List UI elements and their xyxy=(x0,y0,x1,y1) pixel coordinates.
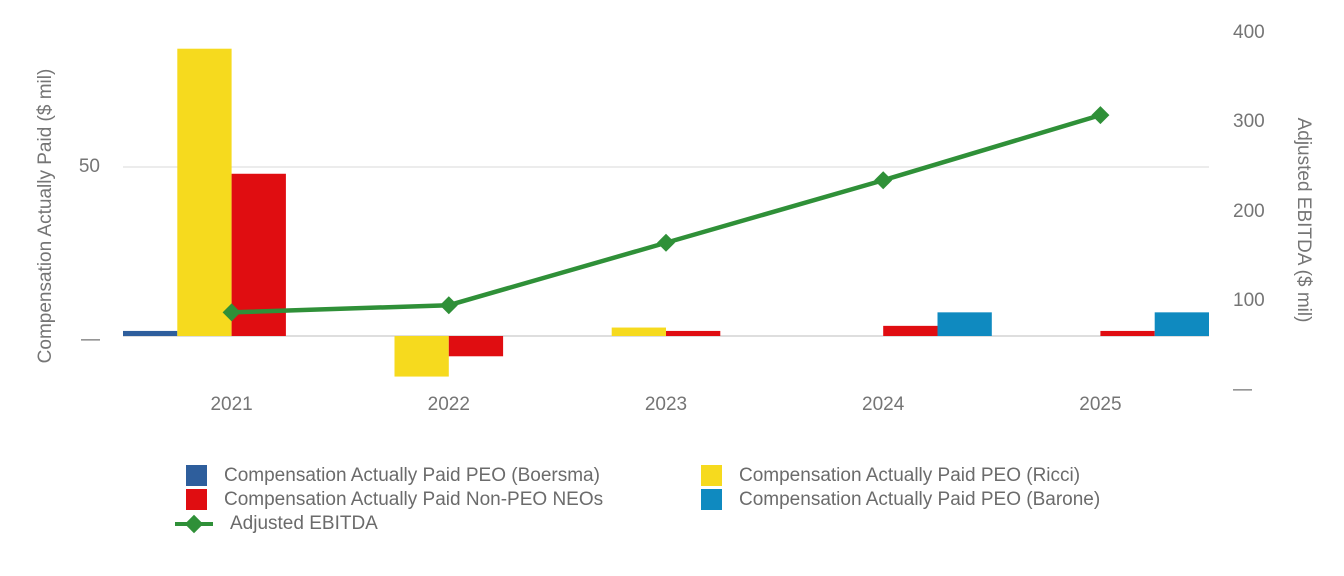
legend-square-swatch-icon xyxy=(701,489,722,510)
right-tick-200: 200 xyxy=(1233,200,1265,222)
bar-compensation-actually-paid-peo-barone--2024 xyxy=(937,312,992,336)
x-label-2023: 2023 xyxy=(644,394,688,415)
bar-compensation-actually-paid-peo-barone--2025 xyxy=(1154,312,1209,336)
legend-label: Compensation Actually Paid PEO (Barone) xyxy=(739,488,1101,510)
legend-label: Adjusted EBITDA xyxy=(230,512,378,534)
bar-compensation-actually-paid-peo-ricci--2023 xyxy=(611,327,666,336)
bar-compensation-actually-paid-peo-ricci--2021 xyxy=(177,48,232,336)
bar-compensation-actually-paid-peo-boersma--2021 xyxy=(123,330,178,336)
legend-item: Compensation Actually Paid Non-PEO NEOs xyxy=(186,489,603,510)
bar-compensation-actually-paid-non-peo-neos-2025 xyxy=(1100,330,1155,336)
right-tick-0: — xyxy=(1233,379,1252,400)
legend-item: Compensation Actually Paid PEO (Barone) xyxy=(701,489,1100,510)
legend-square-swatch-icon xyxy=(186,465,207,486)
left-tick-50: 50 xyxy=(78,156,100,177)
legend-item: Compensation Actually Paid PEO (Boersma) xyxy=(186,465,600,486)
legend-label: Compensation Actually Paid Non-PEO NEOs xyxy=(224,488,604,510)
legend-square-swatch-icon xyxy=(186,489,207,510)
bar-compensation-actually-paid-non-peo-neos-2023 xyxy=(666,330,721,336)
point-diamond-icon-2023 xyxy=(657,233,675,252)
right-tick-100: 100 xyxy=(1233,289,1265,311)
legend-item: Compensation Actually Paid PEO (Ricci) xyxy=(701,465,1080,486)
legend-label: Compensation Actually Paid PEO (Ricci) xyxy=(739,464,1081,486)
point-diamond-icon-2025 xyxy=(1091,106,1110,125)
bar-compensation-actually-paid-non-peo-neos-2022 xyxy=(448,336,504,357)
point-diamond-icon-2021 xyxy=(222,303,241,322)
x-label-2022: 2022 xyxy=(427,394,470,415)
legend-item: Adjusted EBITDA xyxy=(175,512,378,534)
right-tick-400: 400 xyxy=(1233,22,1265,43)
point-diamond-icon-2024 xyxy=(874,171,893,190)
legend-square-swatch-icon xyxy=(701,465,722,486)
point-diamond-icon-2022 xyxy=(439,296,458,315)
left-tick-0: — xyxy=(81,329,100,350)
bar-compensation-actually-paid-non-peo-neos-2024 xyxy=(883,325,938,336)
right-tick-300: 300 xyxy=(1233,111,1265,133)
bar-compensation-actually-paid-peo-ricci--2022 xyxy=(394,336,449,377)
left-axis-title: Compensation Actually Paid ($ mil) xyxy=(35,68,56,364)
legend-label: Compensation Actually Paid PEO (Boersma) xyxy=(224,464,600,486)
legend-line-diamond-icon xyxy=(175,513,213,534)
x-label-2024: 2024 xyxy=(862,394,905,415)
right-axis-title: Adjusted EBITDA ($ mil) xyxy=(1293,117,1314,323)
line-adjusted-ebitda xyxy=(231,112,1102,315)
x-label-2021: 2021 xyxy=(210,394,253,415)
x-label-2025: 2025 xyxy=(1079,394,1122,415)
